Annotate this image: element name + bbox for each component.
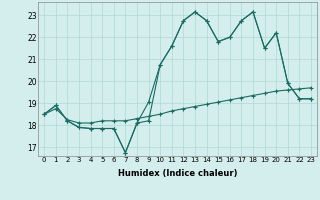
X-axis label: Humidex (Indice chaleur): Humidex (Indice chaleur) [118,169,237,178]
